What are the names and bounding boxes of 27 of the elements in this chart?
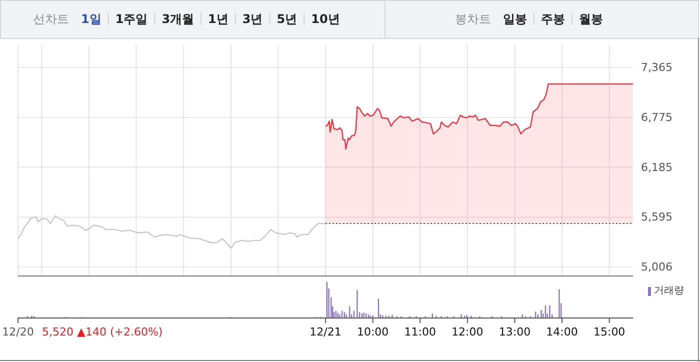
x-tick-label: 11:00 [404,326,436,338]
y-tick-label: 7,365 [641,60,672,74]
category-label: 10년 [311,12,340,26]
category-label: 1일 [81,12,102,26]
category-label: 주봉 [541,12,565,26]
y-tick-label: 6,185 [641,160,672,174]
x-tick-label: 12/20 [2,326,34,338]
category-label: 월봉 [579,12,603,26]
category-label: 일봉 [503,12,527,26]
y-tick-label: 5,006 [641,260,672,274]
category-label: 3개월 [162,12,194,26]
text: 봉차트 [455,12,491,26]
text: 5,520 ▲140 (+2.60%) [42,326,163,338]
legend-label: 거래량 [654,286,684,296]
category-label: 1주일 [115,12,148,26]
x-tick-label: 15:00 [593,326,626,338]
x-tick-label: 12:00 [452,326,484,338]
x-tick-label: 14:00 [546,326,578,338]
x-tick-label: 10:00 [356,326,389,338]
x-tick-label: 12/21 [310,326,342,338]
y-tick-label: 6,775 [641,110,672,124]
category-label: 5년 [276,12,298,26]
category-label: 1년 [208,12,228,26]
text: 선차트 [33,12,69,26]
x-tick-label: 13:00 [498,326,531,338]
category-label: 3년 [242,12,263,26]
y-tick-label: 5,595 [641,210,672,224]
